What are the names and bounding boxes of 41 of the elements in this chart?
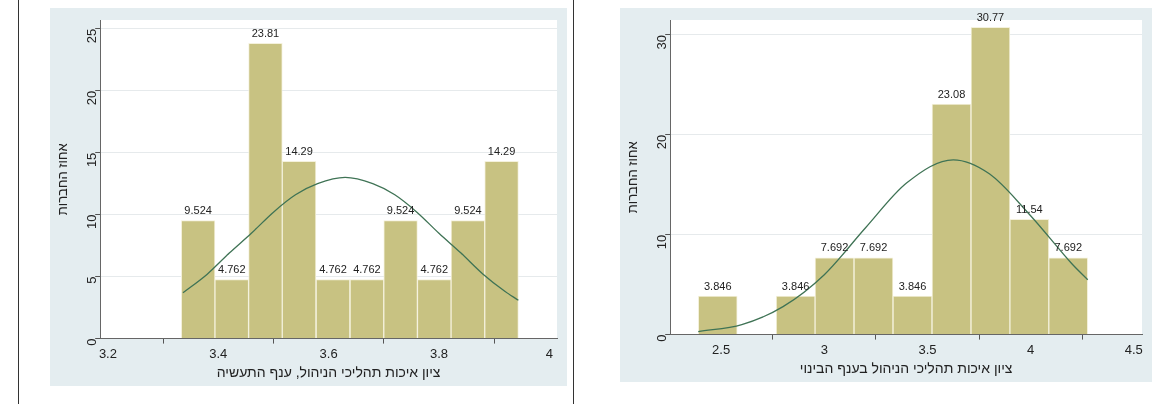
data-label: 9.524: [454, 204, 482, 217]
data-label: 3.846: [781, 279, 810, 292]
y-axis-title: אחוז החברות: [55, 143, 71, 216]
y-tick-label: 10: [653, 234, 669, 250]
y-tick-label: 10: [83, 214, 99, 230]
data-label: 4.762: [353, 263, 381, 276]
data-label: 9.524: [184, 204, 212, 217]
x-tick-label: 3.2: [98, 345, 117, 361]
data-label: 9.524: [386, 204, 415, 217]
x-tick-label: 3: [820, 341, 828, 357]
x-tick-label: 3.4: [209, 345, 228, 361]
data-label: 30.77: [976, 10, 1005, 23]
y-tick-label: 25: [83, 28, 99, 44]
data-label: 7.692: [859, 241, 888, 254]
data-label: 4.762: [420, 263, 449, 276]
x-tick-label: 3.5: [918, 341, 937, 357]
x-tick-label: 2.5: [712, 341, 731, 357]
y-tick-label: 20: [83, 90, 99, 106]
y-tick-label: 15: [83, 152, 99, 168]
data-label: 4.762: [319, 263, 347, 276]
data-label: 14.29: [285, 144, 313, 157]
data-label: 4.762: [218, 263, 246, 276]
y-axis-title: אחוז החברות: [625, 141, 641, 214]
y-tick-label: 0: [83, 338, 99, 346]
x-tick-label: 4.5: [1124, 341, 1143, 357]
data-label: 23.81: [251, 26, 280, 39]
y-tick-label: 5: [83, 276, 99, 284]
x-axis-title: ציון איכות תהליכי הניהול בענף הבינוי: [799, 360, 1013, 377]
x-tick-label: 3.6: [319, 345, 338, 361]
y-tick-label: 30: [653, 34, 669, 50]
data-label: 14.29: [487, 144, 516, 157]
x-axis-title: ציון איכות תהליכי הניהול, ענף התעשיה: [216, 364, 441, 381]
data-label: 3.846: [703, 279, 732, 292]
y-tick-label: 20: [653, 134, 669, 150]
data-label: 3.846: [898, 279, 927, 292]
data-label: 23.08: [937, 87, 966, 100]
y-tick-label: 0: [653, 334, 669, 342]
x-tick-label: 3.8: [429, 345, 448, 361]
x-tick-label: 4: [1026, 341, 1035, 357]
x-tick-label: 4: [545, 345, 553, 361]
data-label: 7.692: [820, 241, 849, 254]
